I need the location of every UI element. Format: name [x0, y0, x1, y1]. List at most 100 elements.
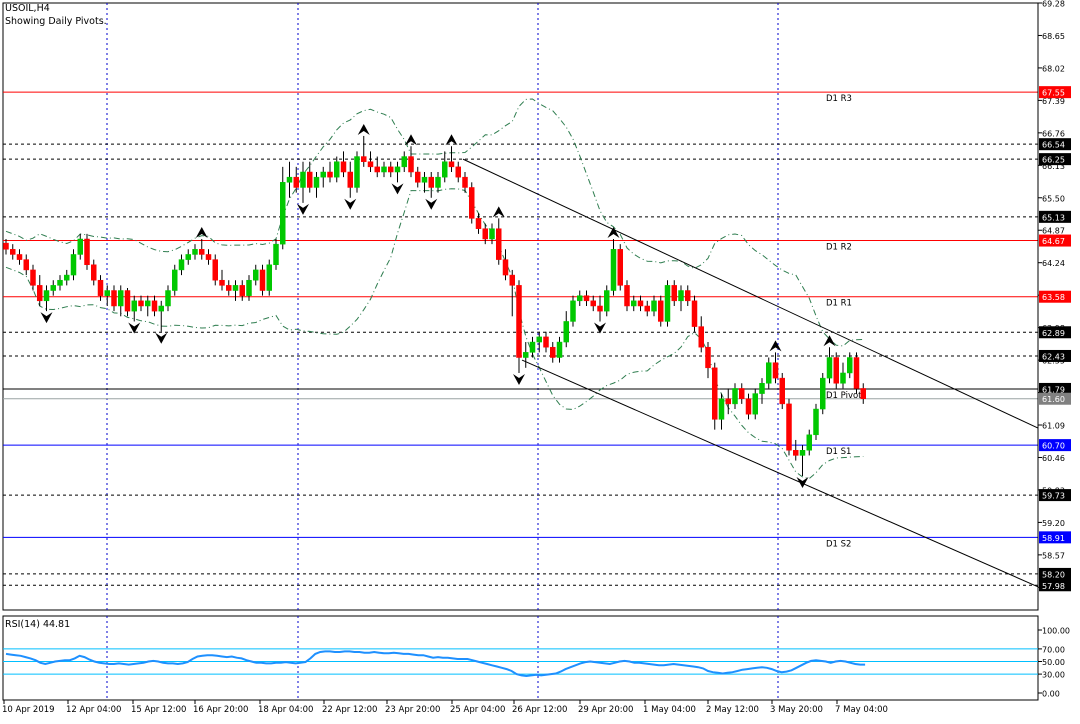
candle — [111, 285, 117, 312]
candle — [118, 285, 124, 317]
bull-candle-body — [820, 377, 826, 410]
candle — [536, 331, 542, 353]
bear-candle-body — [671, 285, 677, 302]
candle — [610, 238, 617, 296]
bollinger-lower-band — [5, 188, 864, 480]
bear-candle-body — [685, 290, 691, 302]
price-tick-label: 60.46 — [1042, 454, 1065, 463]
bull-candle-body — [158, 305, 164, 312]
candle — [185, 249, 191, 265]
time-tick-label: 7 May 04:00 — [835, 705, 888, 715]
price-tick-label: 68.65 — [1042, 32, 1065, 41]
bear-candle-body — [415, 171, 421, 183]
bear-candle-body — [833, 357, 839, 384]
price-axis-layer: 69.28 68.65 68.02 67.39 66.76 66.13 65.50 64.87… — [1037, 0, 1070, 699]
bear-candle-body — [212, 259, 218, 281]
time-tick-label: 15 Apr 12:00 — [131, 705, 186, 715]
price-tag-label: 62.89 — [1042, 329, 1065, 338]
candle — [482, 223, 488, 245]
candle — [678, 285, 684, 312]
bull-candle-body — [563, 321, 569, 343]
bull-candle-body — [43, 290, 50, 302]
time-tick-label: 26 Apr 12:00 — [512, 705, 567, 715]
price-tag-bg — [1039, 86, 1071, 99]
candle — [685, 285, 691, 306]
candle — [124, 287, 131, 317]
candle — [354, 151, 360, 193]
candle — [664, 280, 671, 327]
pivot-level-name: D1 R3 — [826, 94, 852, 104]
bear-candle-body — [462, 176, 468, 188]
time-tick-label: 2 May 12:00 — [706, 705, 759, 715]
channel-lower-line — [521, 359, 1039, 588]
bull-candle-body — [604, 290, 610, 312]
bull-candle-body — [610, 249, 617, 291]
candle — [172, 264, 178, 296]
bull-candle-body — [435, 176, 441, 188]
candle — [192, 244, 198, 260]
price-tag-label: 58.20 — [1042, 570, 1065, 579]
candle — [97, 275, 104, 301]
price-tag-bg — [1039, 290, 1071, 303]
fractal-up-arrow — [607, 226, 620, 238]
candle — [219, 269, 225, 291]
candle — [698, 316, 704, 353]
candle — [64, 269, 70, 286]
symbol-title: USOIL,H4 — [5, 3, 50, 14]
rsi-tick-label: 30.00 — [1042, 671, 1065, 680]
bull-candle-body — [131, 300, 137, 312]
candle — [516, 280, 522, 373]
bear-candle-body — [361, 156, 367, 162]
candle — [671, 280, 677, 306]
fractal-down-arrow — [155, 332, 168, 344]
candle — [577, 290, 583, 306]
fractal-up-arrow — [445, 134, 458, 146]
chart-subtitle: Showing Daily Pivots. — [5, 16, 107, 27]
bull-candle-body — [631, 300, 637, 307]
bear-candle-body — [347, 171, 353, 188]
time-tick-label: 10 Apr 2019 — [2, 705, 55, 715]
bull-candle-body — [354, 156, 360, 188]
candle — [469, 182, 475, 224]
bull-candle-body — [246, 279, 252, 296]
candle — [10, 244, 16, 260]
fractal-markers-layer — [40, 123, 836, 489]
price-tag-bg — [1039, 567, 1071, 580]
candle — [617, 244, 623, 291]
candle — [151, 295, 158, 317]
bull-candle-body — [232, 285, 239, 291]
bollinger-bands-layer — [5, 98, 864, 480]
candle — [165, 285, 171, 312]
price-tag-label: 64.67 — [1042, 237, 1065, 246]
bull-candle-body — [313, 176, 320, 188]
fractal-up-arrow — [823, 335, 836, 347]
bear-candle-body — [138, 300, 144, 307]
candle — [401, 151, 407, 173]
bull-candle-body — [165, 290, 171, 307]
candle — [23, 254, 29, 276]
bear-candle-body — [239, 285, 245, 296]
price-tag-label: 58.91 — [1042, 534, 1065, 543]
price-tag-bg — [1039, 579, 1071, 592]
price-tick-label: 65.50 — [1042, 194, 1065, 203]
bear-candle-body — [772, 362, 779, 379]
bull-candle-body — [266, 264, 272, 291]
bull-candle-body — [185, 254, 191, 260]
pivot-level-name: D1 R1 — [826, 299, 852, 309]
rsi-layer — [3, 648, 1038, 678]
candle — [752, 388, 758, 420]
candle — [705, 342, 711, 379]
fractal-down-arrow — [425, 198, 438, 210]
bull-candle-body — [273, 243, 279, 266]
candle — [394, 161, 401, 183]
rsi-tick-label: 70.00 — [1042, 645, 1065, 654]
candle — [30, 264, 36, 291]
fractal-up-arrow — [405, 134, 417, 146]
bear-candle-body — [327, 171, 333, 178]
time-tick-label: 1 May 04:00 — [643, 705, 696, 715]
candle — [455, 161, 461, 183]
candle — [847, 352, 853, 379]
price-tick-label: 59.20 — [1042, 519, 1065, 528]
bear-candle-body — [205, 254, 212, 260]
bear-candle-body — [712, 367, 718, 420]
